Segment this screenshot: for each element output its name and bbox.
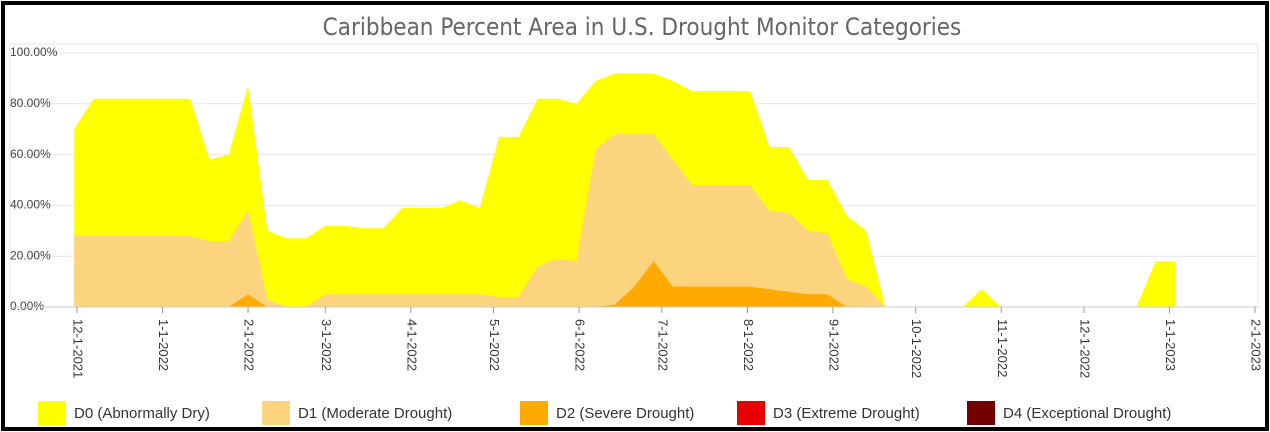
x-tick-label: 6-1-2022 [573, 319, 588, 371]
legend-swatch [262, 401, 290, 425]
legend-swatch [38, 401, 66, 425]
x-tick-label: 7-1-2022 [655, 319, 670, 371]
x-tick-label: 2-1-2023 [1249, 319, 1264, 371]
x-tick-label: 8-1-2022 [741, 319, 756, 371]
legend-label: D3 (Extreme Drought) [773, 405, 920, 422]
area [74, 261, 1175, 307]
x-tick-label: 2-1-2022 [242, 319, 257, 371]
x-tick-label: 3-1-2022 [319, 319, 334, 371]
legend-swatch [520, 401, 548, 425]
x-tick-label: 11-1-2022 [995, 319, 1010, 377]
legend-label: D0 (Abnormally Dry) [74, 405, 210, 422]
area [74, 134, 1175, 307]
x-tick-label: 12-1-2021 [71, 319, 86, 378]
x-tick-label: 9-1-2022 [826, 319, 841, 371]
legend-label: D1 (Moderate Drought) [298, 405, 452, 422]
legend-label: D2 (Severe Drought) [556, 405, 694, 422]
legend-swatch [737, 401, 765, 425]
legend-swatch [967, 401, 995, 425]
y-tick-label: 0.00% [10, 299, 44, 313]
y-tick-label: 60.00% [10, 147, 51, 161]
legend-label: D4 (Exceptional Drought) [1003, 405, 1171, 422]
x-tick-label: 5-1-2022 [487, 319, 502, 371]
y-tick-label: 100.00% [10, 45, 58, 59]
chart-title: Caribbean Percent Area in U.S. Drought M… [323, 13, 962, 41]
x-tick-label: 1-1-2023 [1163, 319, 1178, 371]
x-tick-label: 1-1-2022 [156, 319, 171, 371]
y-tick-label: 80.00% [10, 96, 51, 110]
x-tick-label: 10-1-2022 [909, 319, 924, 378]
x-tick-label: 12-1-2022 [1078, 319, 1093, 378]
y-tick-label: 20.00% [10, 248, 51, 262]
x-tick-label: 4-1-2022 [404, 319, 419, 371]
y-tick-label: 40.00% [10, 198, 51, 212]
